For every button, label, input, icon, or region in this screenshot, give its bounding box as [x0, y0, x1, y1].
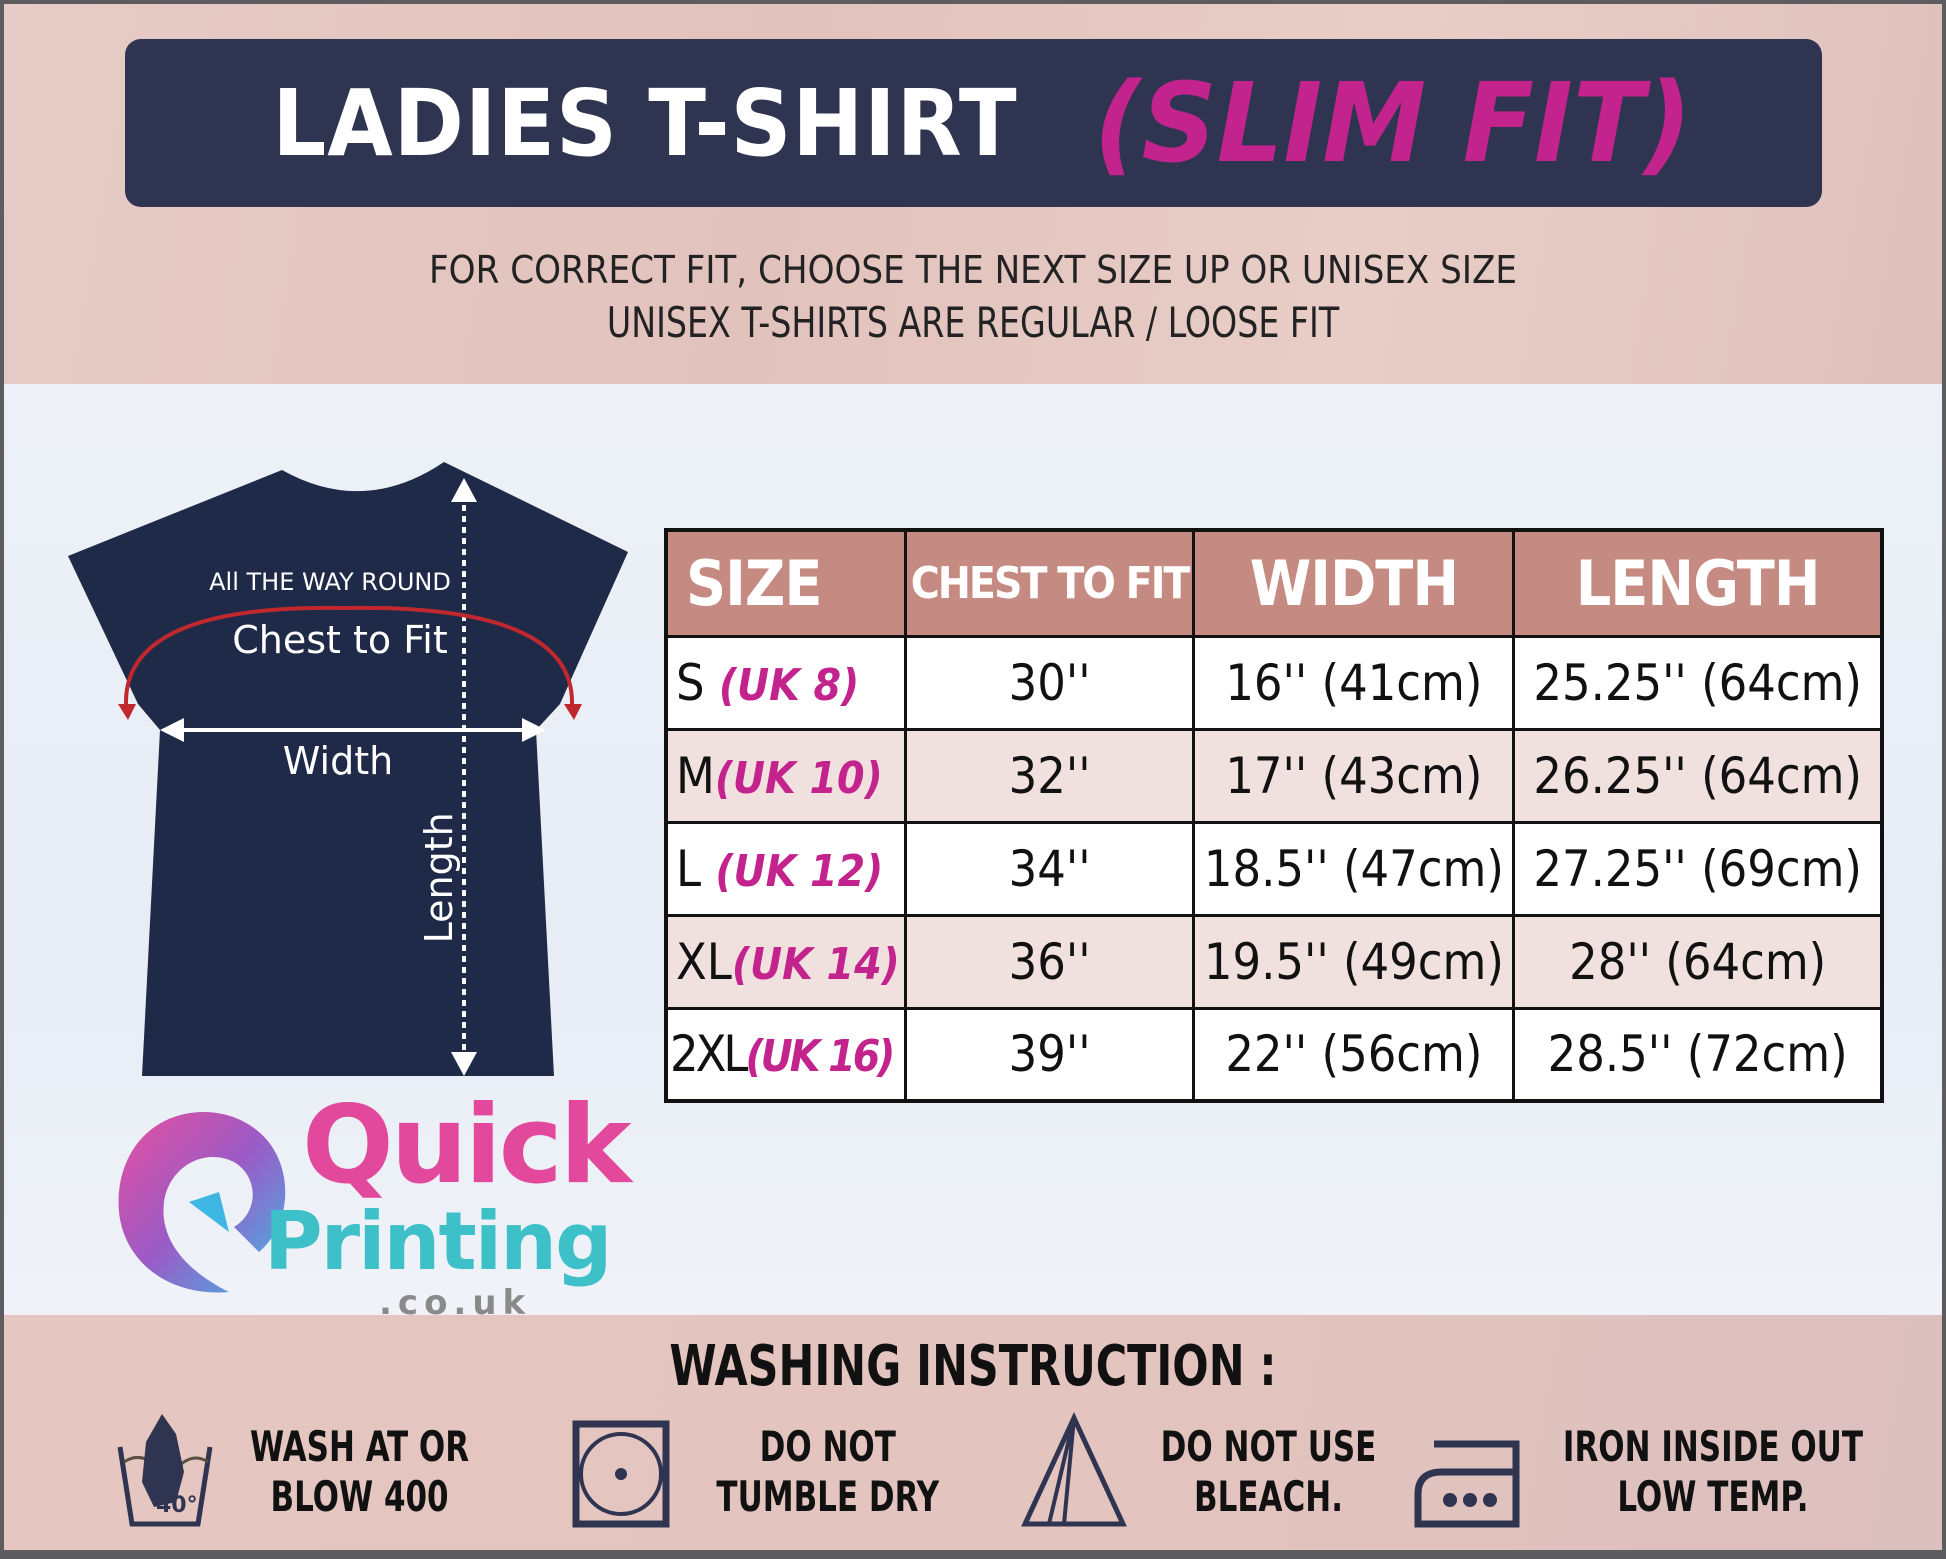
length-cell: 28.5'' (72cm): [1512, 1006, 1884, 1103]
bottom-band: [4, 1315, 1942, 1550]
wash-item: DO NOT TUMBLE DRY: [572, 1412, 963, 1532]
header-size: SIZE: [664, 528, 907, 638]
wash-line1: WASH AT OR: [250, 1422, 470, 1471]
wash-text: DO NOT TUMBLE DRY: [716, 1422, 939, 1522]
wash-line1: IRON INSIDE OUT: [1562, 1422, 1863, 1471]
all-the-way-round-label: All THE WAY ROUND: [209, 568, 451, 596]
size-chart: LADIES T-SHIRT (SLIM FIT) FOR CORRECT FI…: [4, 4, 1942, 1550]
wash-line2: LOW TEMP.: [1617, 1472, 1809, 1521]
size-value: S: [676, 653, 705, 712]
size-cell: S (UK 8): [664, 634, 907, 731]
washing-title: WASHING INSTRUCTION :: [669, 1334, 1277, 1399]
wash-item: IRON INSIDE OUT LOW TEMP.: [1412, 1412, 1896, 1532]
logo-quick: Quick: [302, 1083, 632, 1208]
size-cell: L (UK 12): [664, 820, 907, 917]
size-cell: M(UK 10): [664, 727, 907, 824]
wash-line1: DO NOT: [759, 1422, 896, 1471]
logo-domain: .co.uk: [379, 1283, 532, 1323]
wash-line2: TUMBLE DRY: [716, 1472, 940, 1521]
logo-swirl-icon: [118, 1112, 286, 1293]
width-label: Width: [282, 739, 394, 783]
uk-size: (UK 14): [731, 938, 900, 990]
chest-arrow-curve: [123, 605, 575, 705]
length-arrow-top-icon: [451, 478, 477, 502]
width-cell: 19.5'' (49cm): [1192, 913, 1516, 1010]
length-cell: 28'' (64cm): [1512, 913, 1884, 1010]
table-header-row: SIZE CHEST TO FIT WIDTH LENGTH: [664, 528, 1884, 638]
page-title-accent: (SLIM FIT): [1093, 59, 1692, 187]
chest-cell: 32'': [903, 727, 1196, 824]
wash-text: IRON INSIDE OUT LOW TEMP.: [1563, 1422, 1863, 1522]
length-label: Length: [417, 812, 462, 944]
uk-size: (UK 12): [715, 845, 884, 897]
logo-printing: Printing: [264, 1195, 612, 1288]
subtitle-unisex-note: UNISEX T-SHIRTS ARE REGULAR / LOOSE FIT: [606, 298, 1340, 347]
tshirt-diagram: [68, 462, 628, 1076]
chest-to-fit-label: Chest to Fit: [232, 618, 448, 662]
table-row: S (UK 8) 30'' 16'' (41cm) 25.25'' (64cm): [664, 634, 1884, 731]
length-cell: 26.25'' (64cm): [1512, 727, 1884, 824]
length-cell: 25.25'' (64cm): [1512, 634, 1884, 731]
header-width: WIDTH: [1192, 528, 1516, 638]
width-cell: 17'' (43cm): [1192, 727, 1516, 824]
table-row: L (UK 12) 34'' 18.5'' (47cm) 27.25'' (69…: [664, 820, 1884, 917]
wash-text: WASH AT OR BLOW 400: [250, 1422, 469, 1522]
uk-size: (UK 16): [745, 1031, 895, 1083]
wash-item: DO NOT USE BLEACH.: [1019, 1412, 1400, 1532]
length-arrow-bottom-icon: [451, 1052, 477, 1076]
page-title: LADIES T-SHIRT: [272, 69, 1018, 177]
size-cell: XL(UK 14): [664, 913, 907, 1010]
subtitle-fit-advice: FOR CORRECT FIT, CHOOSE THE NEXT SIZE UP…: [429, 248, 1517, 292]
table-row: 2XL(UK 16) 39'' 22'' (56cm) 28.5'' (72cm…: [664, 1006, 1884, 1103]
size-table: SIZE CHEST TO FIT WIDTH LENGTH S (UK 8) …: [664, 528, 1884, 1103]
wash-text: DO NOT USE BLEACH.: [1161, 1422, 1377, 1522]
wash-line2: BLEACH.: [1194, 1472, 1343, 1521]
chest-cell: 36'': [903, 913, 1196, 1010]
size-value: 2XL: [670, 1025, 749, 1084]
wash-40-icon: 40°: [117, 1414, 213, 1527]
chest-cell: 39'': [903, 1006, 1196, 1103]
width-cell: 18.5'' (47cm): [1192, 820, 1516, 917]
width-arrow-left-icon: [160, 718, 184, 742]
header-chest: CHEST TO FIT: [903, 528, 1196, 638]
header-length: LENGTH: [1512, 528, 1884, 638]
title-banner: LADIES T-SHIRT (SLIM FIT): [125, 39, 1822, 207]
size-value: L: [676, 839, 702, 898]
size-value: M: [676, 746, 715, 805]
wash-temp: 40°: [156, 1493, 198, 1518]
iron-icon: [1414, 1440, 1520, 1528]
table-row: XL(UK 14) 36'' 19.5'' (49cm) 28'' (64cm): [664, 913, 1884, 1010]
no-tumble-dry-icon: [572, 1420, 670, 1528]
quick-printing-logo: Quick Printing .co.uk: [109, 1092, 632, 1320]
tshirt-shape: [68, 462, 628, 1076]
chest-cell: 34'': [903, 820, 1196, 917]
chest-arrow-right-icon: [564, 704, 582, 720]
length-cell: 27.25'' (69cm): [1512, 820, 1884, 917]
wash-item: 40° WASH AT OR BLOW 400: [114, 1412, 493, 1532]
width-cell: 22'' (56cm): [1192, 1006, 1516, 1103]
width-arrow-right-icon: [522, 718, 546, 742]
size-cell: 2XL(UK 16): [664, 1006, 907, 1103]
no-bleach-icon: [1021, 1412, 1127, 1527]
wash-line2: BLOW 400: [270, 1472, 449, 1521]
chest-arrow-left-icon: [118, 704, 136, 720]
uk-size: (UK 10): [714, 752, 883, 804]
chest-cell: 30'': [903, 634, 1196, 731]
uk-size: (UK 8): [718, 659, 860, 711]
table-row: M(UK 10) 32'' 17'' (43cm) 26.25'' (64cm): [664, 727, 1884, 824]
size-value: XL: [676, 932, 732, 991]
wash-line1: DO NOT USE: [1160, 1422, 1377, 1471]
width-cell: 16'' (41cm): [1192, 634, 1516, 731]
